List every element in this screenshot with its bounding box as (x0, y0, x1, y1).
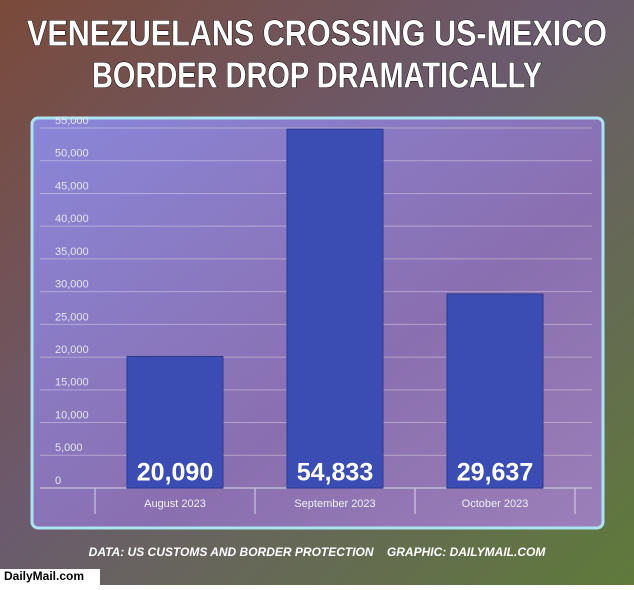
y-tick-label: 50,000 (55, 148, 89, 160)
watermark-bg (0, 569, 100, 585)
watermark: DailyMail.com (4, 569, 84, 583)
y-tick-label: 35,000 (55, 246, 89, 258)
value-label: 20,090 (137, 459, 213, 487)
value-label: 54,833 (297, 459, 373, 487)
y-tick-label: 30,000 (55, 279, 89, 291)
y-tick-label: 0 (55, 475, 61, 487)
x-tick-label: September 2023 (294, 498, 375, 510)
y-tick-label: 40,000 (55, 213, 89, 225)
x-tick-label: October 2023 (462, 498, 529, 510)
source-note: DATA: US CUSTOMS AND BORDER PROTECTION G… (89, 545, 547, 559)
y-tick-label: 5,000 (55, 442, 83, 454)
x-tick-label: August 2023 (144, 498, 206, 510)
y-tick-label: 45,000 (55, 180, 89, 192)
y-tick-label: 25,000 (55, 311, 89, 323)
y-tick-label: 10,000 (55, 409, 89, 421)
y-tick-label: 20,000 (55, 344, 89, 356)
bar (286, 128, 384, 489)
y-tick-label: 15,000 (55, 377, 89, 389)
bar (126, 356, 224, 489)
chart-title: VENEZUELANS CROSSING US-MEXICO (27, 13, 607, 54)
chart-title: BORDER DROP DRAMATICALLY (92, 55, 542, 96)
value-label: 29,637 (457, 459, 533, 487)
y-tick-label: 55,000 (55, 115, 89, 127)
bar (446, 293, 544, 489)
